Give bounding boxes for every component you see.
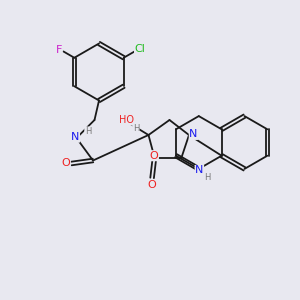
Text: H: H xyxy=(133,124,139,133)
Text: N: N xyxy=(71,132,80,142)
Text: Cl: Cl xyxy=(135,44,146,54)
Text: N: N xyxy=(195,165,204,176)
Text: O: O xyxy=(61,158,70,169)
Text: F: F xyxy=(56,45,62,55)
Text: O: O xyxy=(150,151,158,161)
Text: N: N xyxy=(189,129,198,140)
Text: H: H xyxy=(205,173,211,182)
Text: O: O xyxy=(148,180,157,190)
Text: HO: HO xyxy=(119,115,134,125)
Text: H: H xyxy=(85,127,91,136)
